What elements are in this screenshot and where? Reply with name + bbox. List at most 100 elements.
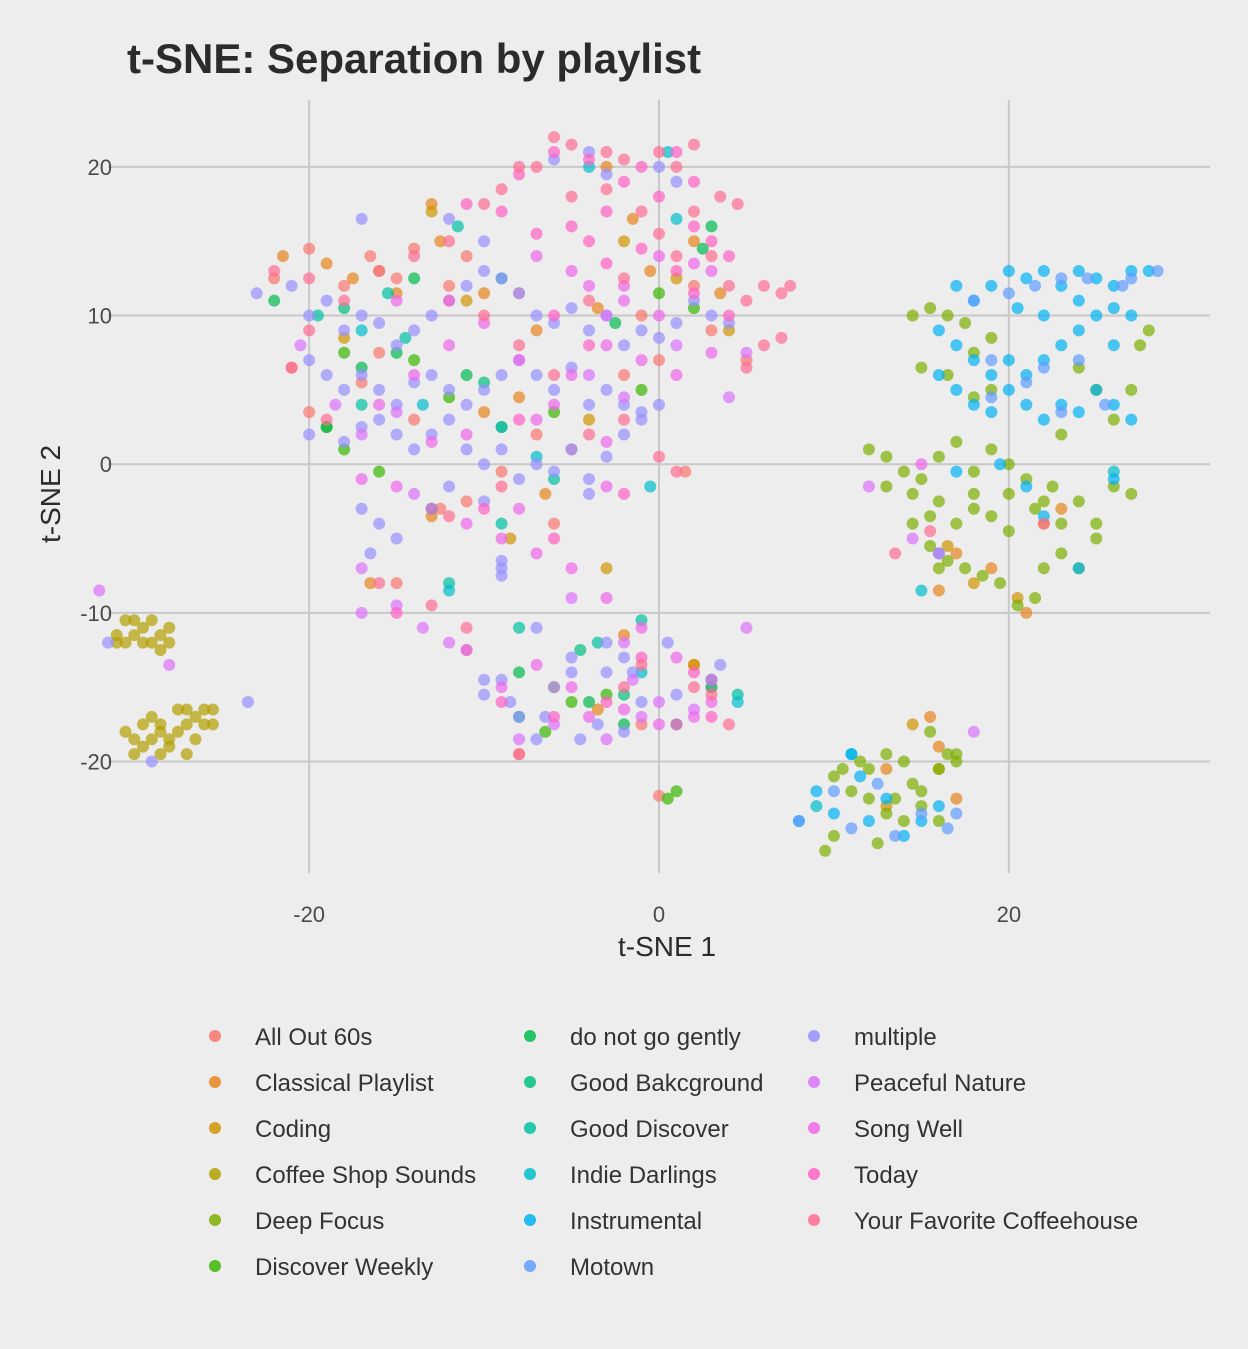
data-point	[687, 175, 700, 188]
legend-label: All Out 60s	[255, 1024, 372, 1051]
data-point	[574, 644, 587, 657]
data-point	[792, 814, 805, 827]
data-point	[1125, 272, 1138, 285]
data-point	[897, 755, 910, 768]
data-point	[311, 309, 324, 322]
data-point	[1142, 264, 1155, 277]
data-point	[425, 309, 438, 322]
data-point	[687, 257, 700, 270]
data-point	[600, 257, 613, 270]
data-point	[1002, 458, 1015, 471]
data-point	[320, 257, 333, 270]
data-point	[460, 369, 473, 382]
data-point	[985, 369, 998, 382]
data-point	[1037, 309, 1050, 322]
x-tick-label: -20	[293, 902, 325, 927]
data-point	[661, 792, 674, 805]
legend-item: multiple	[808, 1024, 937, 1051]
data-point	[355, 606, 368, 619]
data-point	[513, 160, 526, 173]
data-point	[618, 681, 631, 694]
data-point	[460, 398, 473, 411]
data-point	[495, 465, 508, 478]
data-point	[591, 718, 604, 731]
data-point	[145, 755, 158, 768]
data-point	[784, 279, 797, 292]
data-point	[373, 517, 386, 530]
data-point	[565, 681, 578, 694]
legend-label: Your Favorite Coffeehouse	[854, 1208, 1138, 1235]
data-point	[985, 279, 998, 292]
data-point	[583, 696, 596, 709]
data-point	[653, 354, 665, 367]
data-point	[513, 339, 526, 352]
data-point	[1090, 532, 1103, 545]
data-point	[443, 383, 456, 396]
data-point	[495, 554, 508, 567]
data-point	[670, 146, 683, 159]
data-point	[985, 443, 998, 456]
data-point	[1002, 525, 1015, 538]
legend-swatch	[209, 1214, 221, 1226]
data-point	[460, 621, 473, 634]
data-point	[600, 666, 613, 679]
data-point	[1072, 562, 1085, 575]
data-point	[408, 369, 421, 382]
data-point	[827, 829, 840, 842]
legend-swatch	[524, 1260, 536, 1272]
data-point	[399, 331, 412, 344]
data-point	[618, 369, 631, 382]
data-point	[530, 428, 543, 441]
data-point	[924, 725, 937, 738]
data-point	[539, 487, 552, 500]
data-point	[1055, 547, 1068, 560]
data-point	[932, 740, 945, 753]
data-point	[128, 629, 141, 642]
data-point	[1002, 383, 1015, 396]
data-point	[1029, 591, 1042, 604]
data-point	[443, 413, 456, 426]
data-point	[740, 621, 753, 634]
data-point	[548, 131, 561, 144]
data-point	[862, 762, 875, 775]
legend-item: Good Bakcground	[524, 1070, 763, 1097]
legend-label: Motown	[570, 1254, 654, 1281]
data-point	[583, 710, 596, 723]
data-point	[565, 138, 578, 151]
data-point	[687, 287, 700, 300]
data-point	[513, 354, 526, 367]
data-point	[285, 361, 298, 374]
data-point	[443, 339, 456, 352]
data-point	[539, 725, 552, 738]
grid-lines	[108, 100, 1210, 873]
data-point	[1125, 383, 1138, 396]
data-point	[320, 294, 333, 307]
series-do-not-go-gently	[268, 220, 718, 731]
data-point	[338, 383, 351, 396]
data-point	[670, 250, 683, 263]
data-point	[687, 220, 700, 233]
data-point	[1125, 309, 1138, 322]
data-point	[618, 339, 631, 352]
data-point	[967, 502, 980, 515]
legend-swatch	[209, 1076, 221, 1088]
data-point	[338, 294, 351, 307]
data-point	[364, 547, 377, 560]
data-point	[600, 309, 613, 322]
data-point	[548, 146, 561, 159]
data-point	[180, 748, 193, 761]
data-point	[390, 428, 403, 441]
y-tick-label: -20	[80, 750, 112, 775]
legend-swatch	[808, 1030, 820, 1042]
data-point	[600, 435, 613, 448]
data-point	[941, 554, 954, 567]
data-point	[478, 235, 491, 248]
data-point	[198, 718, 211, 731]
data-point	[110, 636, 123, 649]
data-point	[635, 160, 648, 173]
data-point	[1037, 264, 1050, 277]
data-point	[906, 777, 919, 790]
data-point	[408, 413, 421, 426]
legend-item: Good Discover	[524, 1116, 729, 1143]
data-point	[1090, 309, 1103, 322]
